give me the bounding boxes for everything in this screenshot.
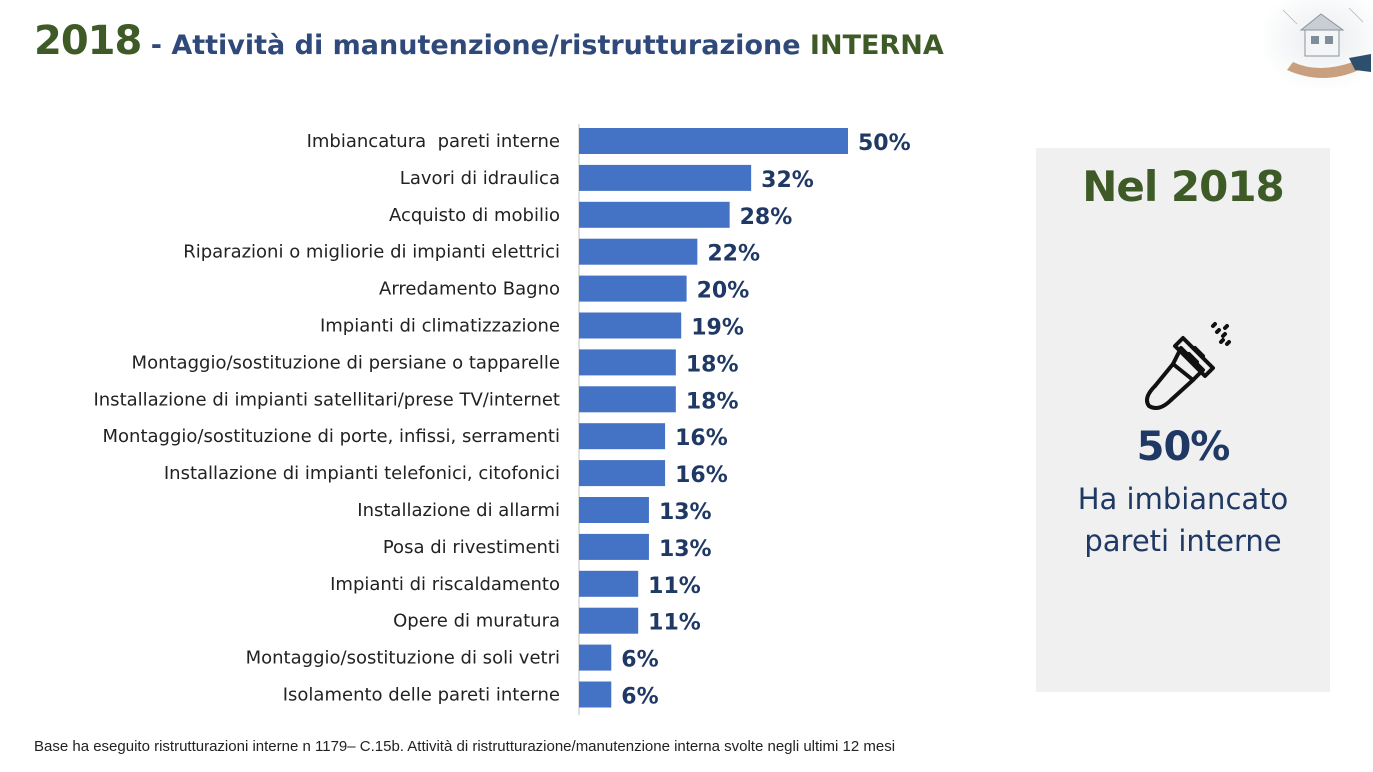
- value-label: 13%: [659, 537, 712, 562]
- highlight-caption-line-2: pareti interne: [1084, 524, 1282, 558]
- bar: [579, 497, 649, 523]
- house-in-hands-image: [1263, 0, 1373, 88]
- value-label: 28%: [740, 205, 793, 230]
- category-label: Riparazioni o migliorie di impianti elet…: [183, 242, 560, 263]
- category-label: Installazione di impianti satellitari/pr…: [93, 389, 560, 410]
- category-label: Impianti di riscaldamento: [330, 574, 560, 595]
- value-label: 19%: [691, 316, 744, 341]
- highlight-caption-line-1: Ha imbiancato: [1077, 482, 1289, 516]
- highlight-heading: Nel 2018: [1082, 162, 1285, 211]
- bar: [579, 423, 666, 450]
- title-year: 2018: [34, 18, 142, 64]
- category-label: Impianti di climatizzazione: [320, 316, 560, 337]
- value-label: 18%: [686, 389, 739, 414]
- category-label: Montaggio/sostituzione di persiane o tap…: [132, 352, 560, 373]
- bar: [579, 570, 639, 597]
- value-label: 16%: [675, 426, 728, 451]
- highlight-caption: Ha imbiancato pareti interne: [1036, 478, 1330, 562]
- category-label: Installazione di impianti telefonici, ci…: [164, 463, 560, 484]
- category-label: Isolamento delle pareti interne: [283, 685, 560, 706]
- category-label: Installazione di allarmi: [357, 500, 560, 521]
- bar: [579, 349, 676, 376]
- title-emphasis: INTERNA: [809, 30, 944, 61]
- bar: [579, 238, 698, 265]
- category-label: Imbiancatura pareti interne: [307, 131, 560, 152]
- category-label: Montaggio/sostituzione di porte, infissi…: [103, 426, 560, 447]
- bar: [579, 681, 612, 708]
- category-label: Lavori di idraulica: [400, 168, 560, 189]
- value-label: 6%: [621, 685, 658, 710]
- bar: [579, 128, 848, 154]
- value-label: 6%: [621, 648, 658, 673]
- bar: [579, 164, 752, 191]
- footnote: Base ha eseguito ristrutturazioni intern…: [34, 738, 896, 755]
- value-label: 22%: [707, 242, 760, 267]
- value-label: 11%: [648, 611, 701, 636]
- value-label: 32%: [761, 168, 814, 193]
- value-label: 13%: [659, 500, 712, 525]
- bar: [579, 275, 687, 302]
- value-label: 20%: [697, 279, 750, 304]
- bar: [579, 644, 612, 671]
- highlight-value: 50%: [1136, 424, 1231, 470]
- category-label: Posa di rivestimenti: [383, 537, 560, 558]
- value-label: 11%: [648, 574, 701, 599]
- title-subtitle: - Attività di manutenzione/ristrutturazi…: [141, 30, 810, 61]
- bar: [579, 533, 649, 560]
- category-label: Arredamento Bagno: [379, 279, 560, 300]
- bar: [579, 201, 730, 228]
- value-label: 16%: [675, 463, 728, 488]
- bar: [579, 460, 666, 487]
- highlight-panel: Nel 2018 50% Ha imbiancato pareti intern…: [1036, 148, 1330, 692]
- value-label: 18%: [686, 352, 739, 377]
- category-label: Opere di muratura: [393, 611, 560, 632]
- bar-chart: Imbiancatura pareti interne 50% Lavori di …: [93, 124, 911, 715]
- paint-brush-icon: [1145, 322, 1231, 410]
- page-title: 2018 - Attività di manutenzione/ristrutt…: [34, 18, 944, 64]
- category-label: Montaggio/sostituzione di soli vetri: [246, 648, 560, 669]
- bar: [579, 386, 676, 413]
- value-label: 50%: [858, 131, 911, 156]
- category-label: Acquisto di mobilio: [389, 205, 560, 226]
- bar: [579, 312, 682, 339]
- bar: [579, 607, 639, 634]
